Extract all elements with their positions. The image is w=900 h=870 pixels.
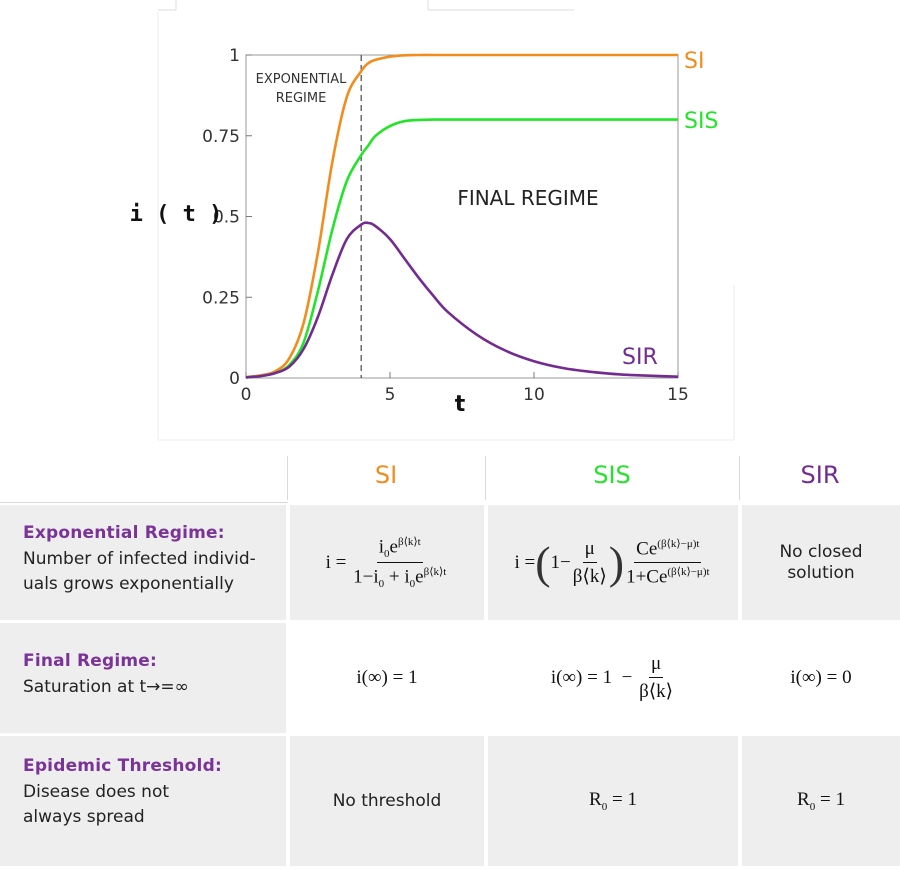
series-line-sis — [245, 118, 678, 379]
no-closed-solution-line: solution — [787, 562, 855, 583]
x-ticks: 0 5 10 15 — [241, 372, 689, 405]
column-header-sir: SIR — [800, 461, 840, 489]
y-tick-label: 0 — [229, 369, 240, 389]
column-header-sis: SIS — [593, 461, 631, 489]
row-description: Number of infected individ- uals grows e… — [23, 547, 286, 597]
x-tick-label: 10 — [523, 385, 545, 405]
sir-threshold-formula: R0 = 1 — [742, 736, 900, 866]
epidemic-curves-chart: 0 0.25 0.5 0.75 1 0 5 10 15 i ( t ) t EXPONENTI… — [130, 0, 735, 441]
sis-threshold-formula: R0 = 1 — [488, 736, 738, 866]
column-header-si: SI — [374, 461, 398, 489]
series-line-si — [245, 53, 678, 379]
row-epidemic-threshold: Epidemic Threshold: Disease does not alw… — [0, 736, 286, 866]
annotation-final-regime: FINAL REGIME — [457, 186, 598, 210]
row-title: Final Regime: — [23, 651, 158, 671]
y-tick-label: 0.75 — [202, 127, 240, 147]
row-exponential-regime: Exponential Regime: Number of infected i… — [0, 505, 286, 620]
x-tick-label: 5 — [385, 385, 396, 405]
annotation-regime: REGIME — [276, 91, 327, 106]
row-description-line: uals grows exponentially — [23, 574, 234, 594]
x-tick-label: 0 — [241, 385, 252, 405]
row-description-line: always spread — [23, 807, 145, 827]
series-lines — [245, 53, 679, 379]
y-ticks: 0 0.25 0.5 0.75 1 — [202, 46, 252, 389]
row-description-line: Disease does not — [23, 782, 170, 802]
chart-frame — [157, 0, 735, 441]
si-final-formula: i(∞) = 1 — [356, 667, 418, 688]
series-label-sis: SIS — [684, 109, 718, 134]
sir-final-formula: i(∞) = 0 — [790, 667, 852, 688]
series-label-sir: SIR — [622, 345, 658, 370]
sis-exponential-formula: i =(1− μ β⟨k⟩) Ce(β⟨k⟩−μ)t 1+Ce(β⟨k⟩−μ)t — [488, 505, 738, 620]
si-threshold-text: No threshold — [290, 736, 484, 866]
row-title: Exponential Regime: — [23, 523, 225, 543]
row-title: Epidemic Threshold: — [23, 756, 222, 776]
sis-final-formula: i(∞) = 1 − μ β⟨k⟩ — [550, 653, 674, 702]
no-closed-solution-line: No closed — [779, 541, 863, 562]
si-exponential-formula: i = i0eβ⟨k⟩t 1−i0 + i0eβ⟨k⟩t — [290, 505, 484, 620]
y-axis-label: i ( t ) — [130, 202, 223, 227]
row-final-regime: Final Regime: Saturation at t→=∞ — [0, 623, 286, 733]
row-description: Saturation at t→=∞ — [23, 677, 189, 697]
series-line-sir — [245, 221, 679, 379]
annotation-exponential: EXPONENTIAL — [256, 72, 348, 87]
series-label-si: SI — [684, 49, 704, 74]
x-tick-label: 15 — [667, 385, 689, 405]
row-description: Disease does not always spread — [23, 780, 286, 830]
x-axis-label: t — [455, 392, 466, 417]
y-tick-label: 1 — [229, 46, 240, 66]
y-tick-label: 0.25 — [202, 288, 240, 308]
row-description-line: Number of infected individ- — [23, 549, 256, 569]
y-tick-label: 0.5 — [213, 208, 240, 228]
sir-exponential-text: No closed solution — [742, 505, 900, 620]
